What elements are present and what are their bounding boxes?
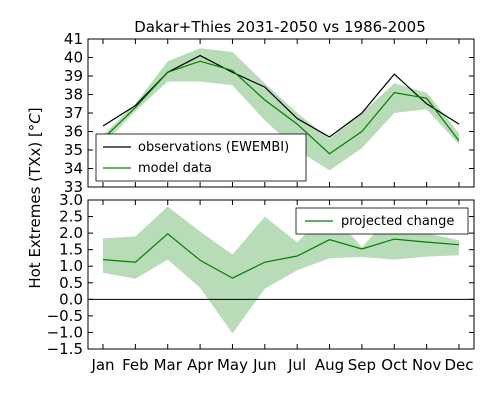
model-uncertainty-band (103, 48, 459, 171)
bottom-y-tick-label: 2.0 (59, 224, 83, 242)
legend-projected-label: projected change (341, 214, 454, 229)
bottom-y-tick-label: 0.5 (59, 274, 83, 292)
x-tick-label: Nov (412, 356, 441, 374)
bottom-y-tick-label: −1.5 (47, 340, 83, 358)
top-y-tick-label: 34 (64, 160, 83, 178)
x-ticks: Jan Feb Mar Apr May Jun Jul Aug Sep Oct Nov Dec (90, 39, 474, 374)
top-y-tick-label: 33 (64, 178, 83, 196)
x-tick-label: Apr (187, 356, 214, 374)
bottom-y-tick-label: −0.5 (47, 307, 83, 325)
x-tick-label: Aug (315, 356, 344, 374)
x-tick-label: Oct (381, 356, 407, 374)
bottom-y-tick-label: 1.5 (59, 241, 83, 259)
top-y-tick-label: 35 (64, 141, 83, 159)
top-y-tick-label: 39 (64, 67, 83, 85)
x-tick-label: Jul (287, 356, 306, 374)
bottom-legend: projected change (295, 207, 469, 235)
top-y-tick-label: 41 (64, 30, 83, 48)
bottom-y-tick-label: −1.0 (47, 323, 83, 341)
model-data-line (102, 60, 460, 155)
x-tick-label: Jan (90, 356, 114, 374)
top-legend-box (95, 133, 307, 182)
projected-change-line (102, 233, 460, 279)
bottom-y-tick-label: 0.0 (59, 290, 83, 308)
bottom-y-ticks: 3.02.52.01.51.00.50.0−0.5−1.0−1.5 (47, 191, 474, 358)
legend-model-label: model data (138, 161, 212, 176)
bottom-panel: 3.02.52.01.51.00.50.0−0.5−1.0−1.5 Jan Feb… (47, 39, 475, 374)
top-legend: observations (EWEMBI) model data (95, 133, 307, 182)
bottom-y-tick-label: 2.5 (59, 208, 83, 226)
x-tick-label: Jun (252, 356, 276, 374)
bottom-plot-frame (87, 199, 475, 350)
bottom-y-tick-label: 3.0 (59, 191, 83, 209)
x-tick-label: Dec (444, 356, 473, 374)
y-axis-label: Hot Extremes (TXx) [°C] (26, 107, 44, 288)
x-tick-label: Sep (348, 356, 376, 374)
top-y-tick-label: 40 (64, 49, 83, 67)
top-plot-frame (87, 38, 475, 188)
x-tick-label: May (217, 356, 248, 374)
legend-observations-label: observations (EWEMBI) (138, 140, 289, 155)
chart-title: Dakar+Thies 2031-2050 vs 1986-2005 (134, 18, 426, 36)
x-tick-label: Mar (154, 356, 183, 374)
projected-change-band (103, 206, 459, 334)
top-y-tick-label: 38 (64, 86, 83, 104)
bottom-y-tick-label: 1.0 (59, 257, 83, 275)
top-y-tick-label: 36 (64, 123, 83, 141)
x-tick-label: Feb (122, 356, 149, 374)
top-y-tick-label: 37 (64, 104, 83, 122)
